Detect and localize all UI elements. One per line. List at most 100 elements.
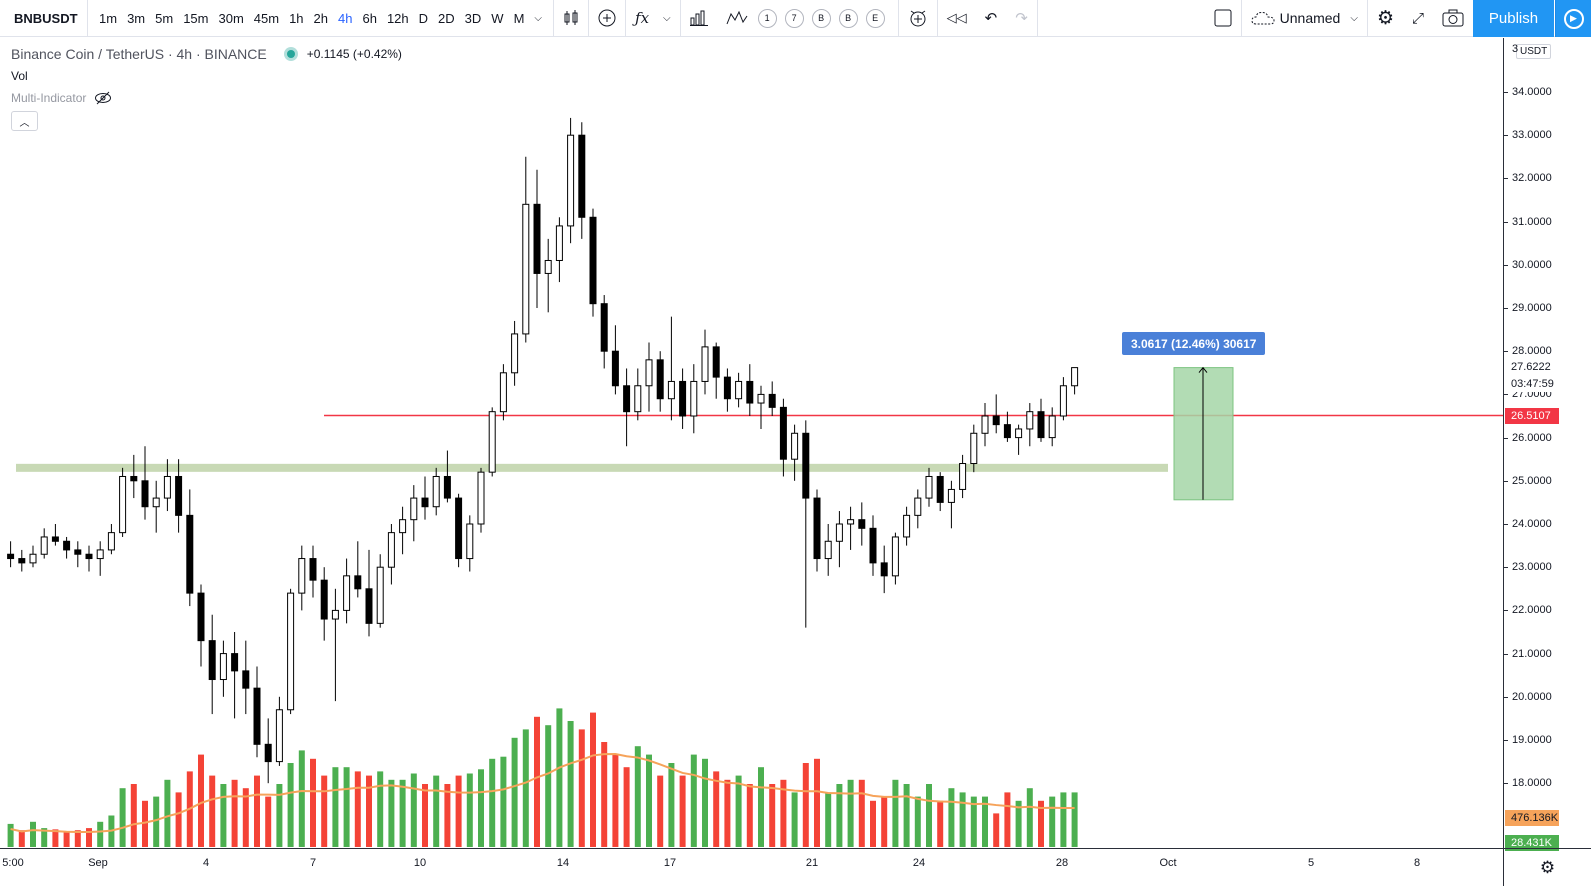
replay-button[interactable]: ◁◁ xyxy=(938,0,976,37)
chart-type-button[interactable] xyxy=(554,0,590,37)
price-tick-partial: 3 xyxy=(1512,43,1519,55)
chart-settings-corner-button[interactable]: ⚙ xyxy=(1503,848,1591,886)
timeframe-M[interactable]: M xyxy=(513,10,525,26)
volume-bar xyxy=(1004,792,1011,847)
collapse-legend-button[interactable]: ︿ xyxy=(11,111,38,131)
timeframe-2h[interactable]: 2h xyxy=(313,10,329,26)
timeframe-15m[interactable]: 15m xyxy=(183,10,209,26)
candle xyxy=(712,342,720,399)
timeframe-3m[interactable]: 3m xyxy=(127,10,146,26)
undo-button[interactable]: ↶ xyxy=(976,0,1007,37)
volume-bar xyxy=(422,784,428,847)
candle xyxy=(813,489,821,572)
vol-label: Vol xyxy=(11,69,28,83)
candle xyxy=(74,541,82,568)
candle xyxy=(533,169,541,308)
volume-bar xyxy=(18,830,25,847)
indicator-badge[interactable]: 7 xyxy=(784,8,804,28)
price-tick: 21.0000 xyxy=(1512,647,1552,660)
timeframe-6h[interactable]: 6h xyxy=(362,10,377,26)
measure-arrowhead xyxy=(1198,366,1208,373)
volume-bar xyxy=(814,758,820,847)
volume-bar xyxy=(377,771,384,847)
price-tick-mark xyxy=(1504,783,1508,785)
indicator-badge[interactable]: B xyxy=(811,8,831,28)
volume-bar xyxy=(332,767,339,847)
settings-button[interactable]: ⚙ xyxy=(1368,0,1403,37)
timeframe-1m[interactable]: 1m xyxy=(99,10,118,26)
indicator-badge[interactable]: B xyxy=(838,8,858,28)
alert-button[interactable] xyxy=(899,0,938,37)
candle xyxy=(421,476,429,520)
fullscreen-button[interactable]: ⤢ xyxy=(1403,0,1433,37)
legend-title[interactable]: Binance Coin / TetherUS · 4h · BINANCE xyxy=(11,46,267,62)
chart-pane[interactable] xyxy=(0,38,1503,848)
timeframe-3D[interactable]: 3D xyxy=(464,10,482,26)
timeframe-1h[interactable]: 1h xyxy=(289,10,304,26)
timeframe-D[interactable]: D xyxy=(418,10,429,26)
price-tick: 32.0000 xyxy=(1512,172,1552,185)
candle xyxy=(791,424,799,481)
time-tick: 21 xyxy=(805,857,819,869)
compare-button[interactable] xyxy=(589,0,627,37)
indicator-badge[interactable]: E xyxy=(865,8,885,28)
time-tick: 5:00 xyxy=(2,857,24,869)
top-toolbar: BNBUSDT 1m 3m 5m 15m 30m 45m 1h 2h 4h 6h 12h D 2D 3D W… xyxy=(0,0,1591,37)
multi-indicator-legend[interactable]: Multi-Indicator xyxy=(11,88,402,108)
indicator-line-icon xyxy=(726,10,748,25)
volume-bar xyxy=(556,708,563,847)
candle xyxy=(96,541,104,576)
candle xyxy=(1026,403,1034,447)
timeframe-12h[interactable]: 12h xyxy=(386,10,409,26)
volume-bar xyxy=(444,784,451,847)
candle xyxy=(18,549,26,572)
market-open-icon xyxy=(286,50,295,58)
timeframe-W[interactable]: W xyxy=(491,10,504,26)
rewind-icon: ◁◁ xyxy=(946,10,967,25)
timeframe-4h[interactable]: 4h xyxy=(338,10,353,26)
candle xyxy=(970,424,978,473)
candle xyxy=(880,545,888,594)
price-scale[interactable]: USDT 3 34.0000 33.0000 32.0000 31.0000 30.00… xyxy=(1503,38,1591,851)
candle xyxy=(623,368,631,447)
volume-bar xyxy=(198,754,204,847)
publish-button[interactable]: Publish xyxy=(1473,0,1554,37)
redo-button[interactable]: ↷ xyxy=(1006,0,1038,37)
candle xyxy=(824,524,832,576)
vol-legend[interactable]: Vol xyxy=(11,67,402,85)
financials-button[interactable] xyxy=(681,0,717,37)
fullscreen-layout-button[interactable] xyxy=(1205,0,1242,37)
chevron-down-icon[interactable]: ⌵ xyxy=(534,12,543,24)
candle xyxy=(7,541,15,568)
snapshot-button[interactable] xyxy=(1433,0,1473,37)
timeframe-30m[interactable]: 30m xyxy=(218,10,244,26)
candle xyxy=(1071,367,1079,395)
timeframe-2D[interactable]: 2D xyxy=(438,10,455,26)
support-zone[interactable] xyxy=(16,463,1168,472)
hidden-eye-icon[interactable] xyxy=(94,91,112,105)
publish-video-button[interactable]: ▶ xyxy=(1555,0,1591,37)
candle xyxy=(231,632,239,719)
volume-bar xyxy=(679,775,686,847)
layout-save-button[interactable]: Unnamed ⌵ xyxy=(1242,0,1368,37)
time-scale[interactable]: 5:00 Sep 4 7 10 14 17 21 24 28 Oct 5 8 xyxy=(0,848,1503,886)
symbol-search-button[interactable]: BNBUSDT xyxy=(0,0,88,37)
timeframe-5m[interactable]: 5m xyxy=(155,10,174,26)
price-tick: 31.0000 xyxy=(1512,215,1552,228)
timeframe-45m[interactable]: 45m xyxy=(253,10,280,26)
volume-bar xyxy=(298,750,305,847)
volume-bar xyxy=(982,796,988,847)
indicator-badge[interactable]: 1 xyxy=(757,8,777,28)
volume-bar xyxy=(254,775,260,847)
candle xyxy=(567,117,575,244)
indicators-button[interactable]: ƒx ⌵ xyxy=(626,0,681,37)
candle xyxy=(298,545,306,611)
candle xyxy=(197,584,205,667)
candle xyxy=(690,364,698,434)
candle xyxy=(107,524,115,555)
price-tick-mark xyxy=(1504,610,1508,612)
candle xyxy=(735,372,743,408)
currency-badge[interactable]: USDT xyxy=(1516,44,1552,59)
candle xyxy=(847,506,855,550)
